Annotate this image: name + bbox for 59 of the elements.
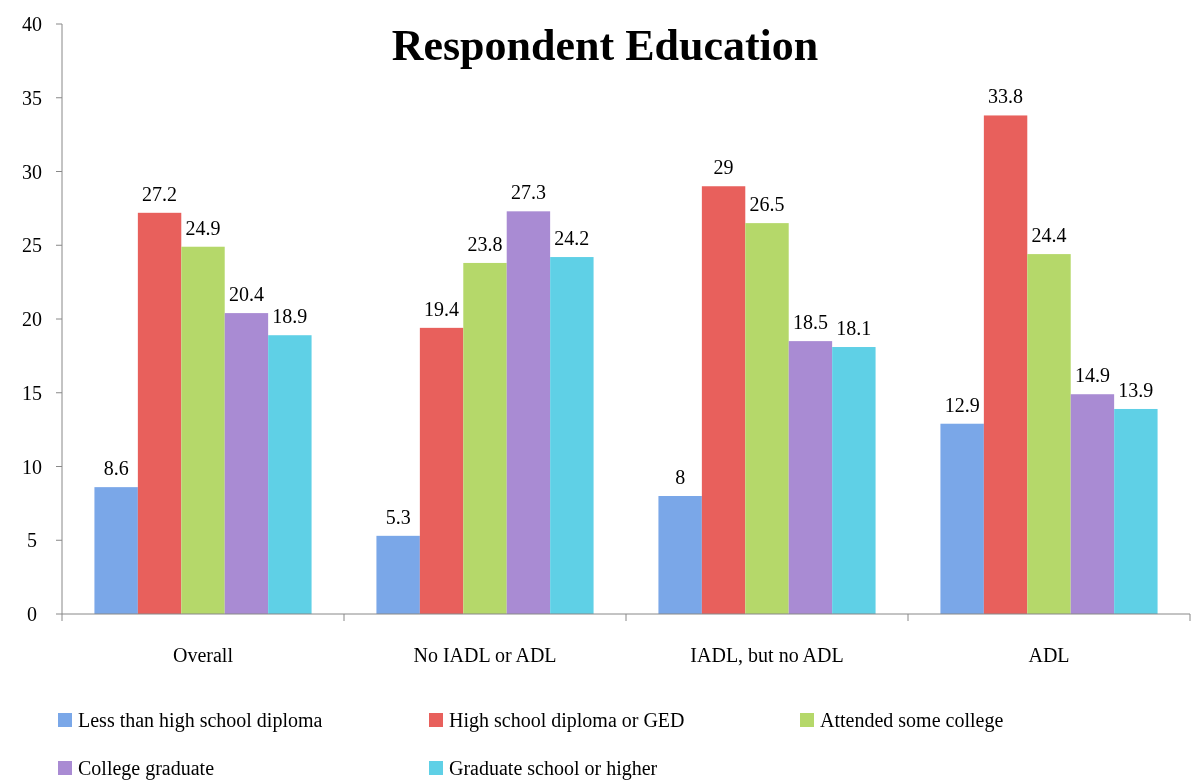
bar: [419, 327, 464, 614]
x-tick-label: IADL, but no ADL: [690, 644, 844, 666]
y-tick-label: 20: [22, 308, 42, 330]
bar: [983, 115, 1028, 614]
data-label: 23.8: [467, 232, 503, 255]
y-tick-label: 40: [22, 13, 42, 35]
bar: [832, 347, 876, 614]
bar: [376, 535, 420, 614]
data-label: 24.9: [185, 216, 221, 239]
data-label: 14.9: [1074, 364, 1110, 387]
bar: [701, 186, 746, 614]
bar: [940, 423, 984, 614]
bar: [1070, 394, 1115, 614]
data-label: 12.9: [944, 393, 980, 416]
bar: [224, 313, 269, 614]
chart-title: Respondent Education: [391, 21, 819, 70]
data-label: 18.5: [792, 311, 828, 334]
data-label: 18.9: [272, 305, 308, 328]
bar: [463, 262, 507, 614]
bar: [745, 223, 789, 614]
data-label: 20.4: [228, 283, 264, 306]
data-label: 24.4: [1031, 224, 1067, 247]
bar: [137, 212, 182, 614]
y-tick-label: 25: [22, 234, 42, 257]
y-tick-label: 15: [22, 381, 42, 404]
y-tick-label: 5: [27, 529, 37, 552]
x-tick-label: No IADL or ADL: [413, 644, 557, 666]
y-tick-label: 0: [27, 603, 37, 625]
bar: [1027, 254, 1071, 614]
y-tick-label: 30: [22, 160, 42, 183]
data-label: 24.2: [554, 227, 590, 250]
data-label: 33.8: [988, 85, 1024, 108]
data-label: 19.4: [424, 297, 460, 320]
y-tick-label: 10: [22, 455, 42, 478]
legend-label: Attended some college: [820, 709, 1004, 732]
bar: [658, 496, 702, 614]
bar: [506, 211, 551, 614]
data-label: 29: [713, 156, 734, 179]
data-label: 8: [675, 466, 686, 488]
bar: [94, 487, 138, 614]
x-tick-label: Overall: [173, 644, 234, 666]
data-label: 26.5: [749, 193, 785, 216]
legend-label: Graduate school or higher: [449, 757, 658, 780]
bar: [550, 257, 594, 614]
bar: [788, 341, 833, 614]
x-tick-label: ADL: [1028, 644, 1070, 666]
data-label: 18.1: [836, 317, 872, 340]
bar: [1114, 408, 1158, 614]
legend-label: High school diploma or GED: [449, 709, 685, 732]
data-label: 13.9: [1118, 378, 1154, 401]
data-label: 27.2: [142, 182, 178, 205]
data-label: 27.3: [510, 181, 546, 204]
legend-label: Less than high school diploma: [78, 709, 323, 732]
data-label: 8.6: [103, 457, 129, 480]
data-label: 5.3: [385, 505, 411, 528]
legend-label: College graduate: [78, 757, 215, 780]
y-tick-label: 35: [22, 86, 42, 109]
bar: [268, 335, 312, 614]
bar: [181, 246, 225, 614]
